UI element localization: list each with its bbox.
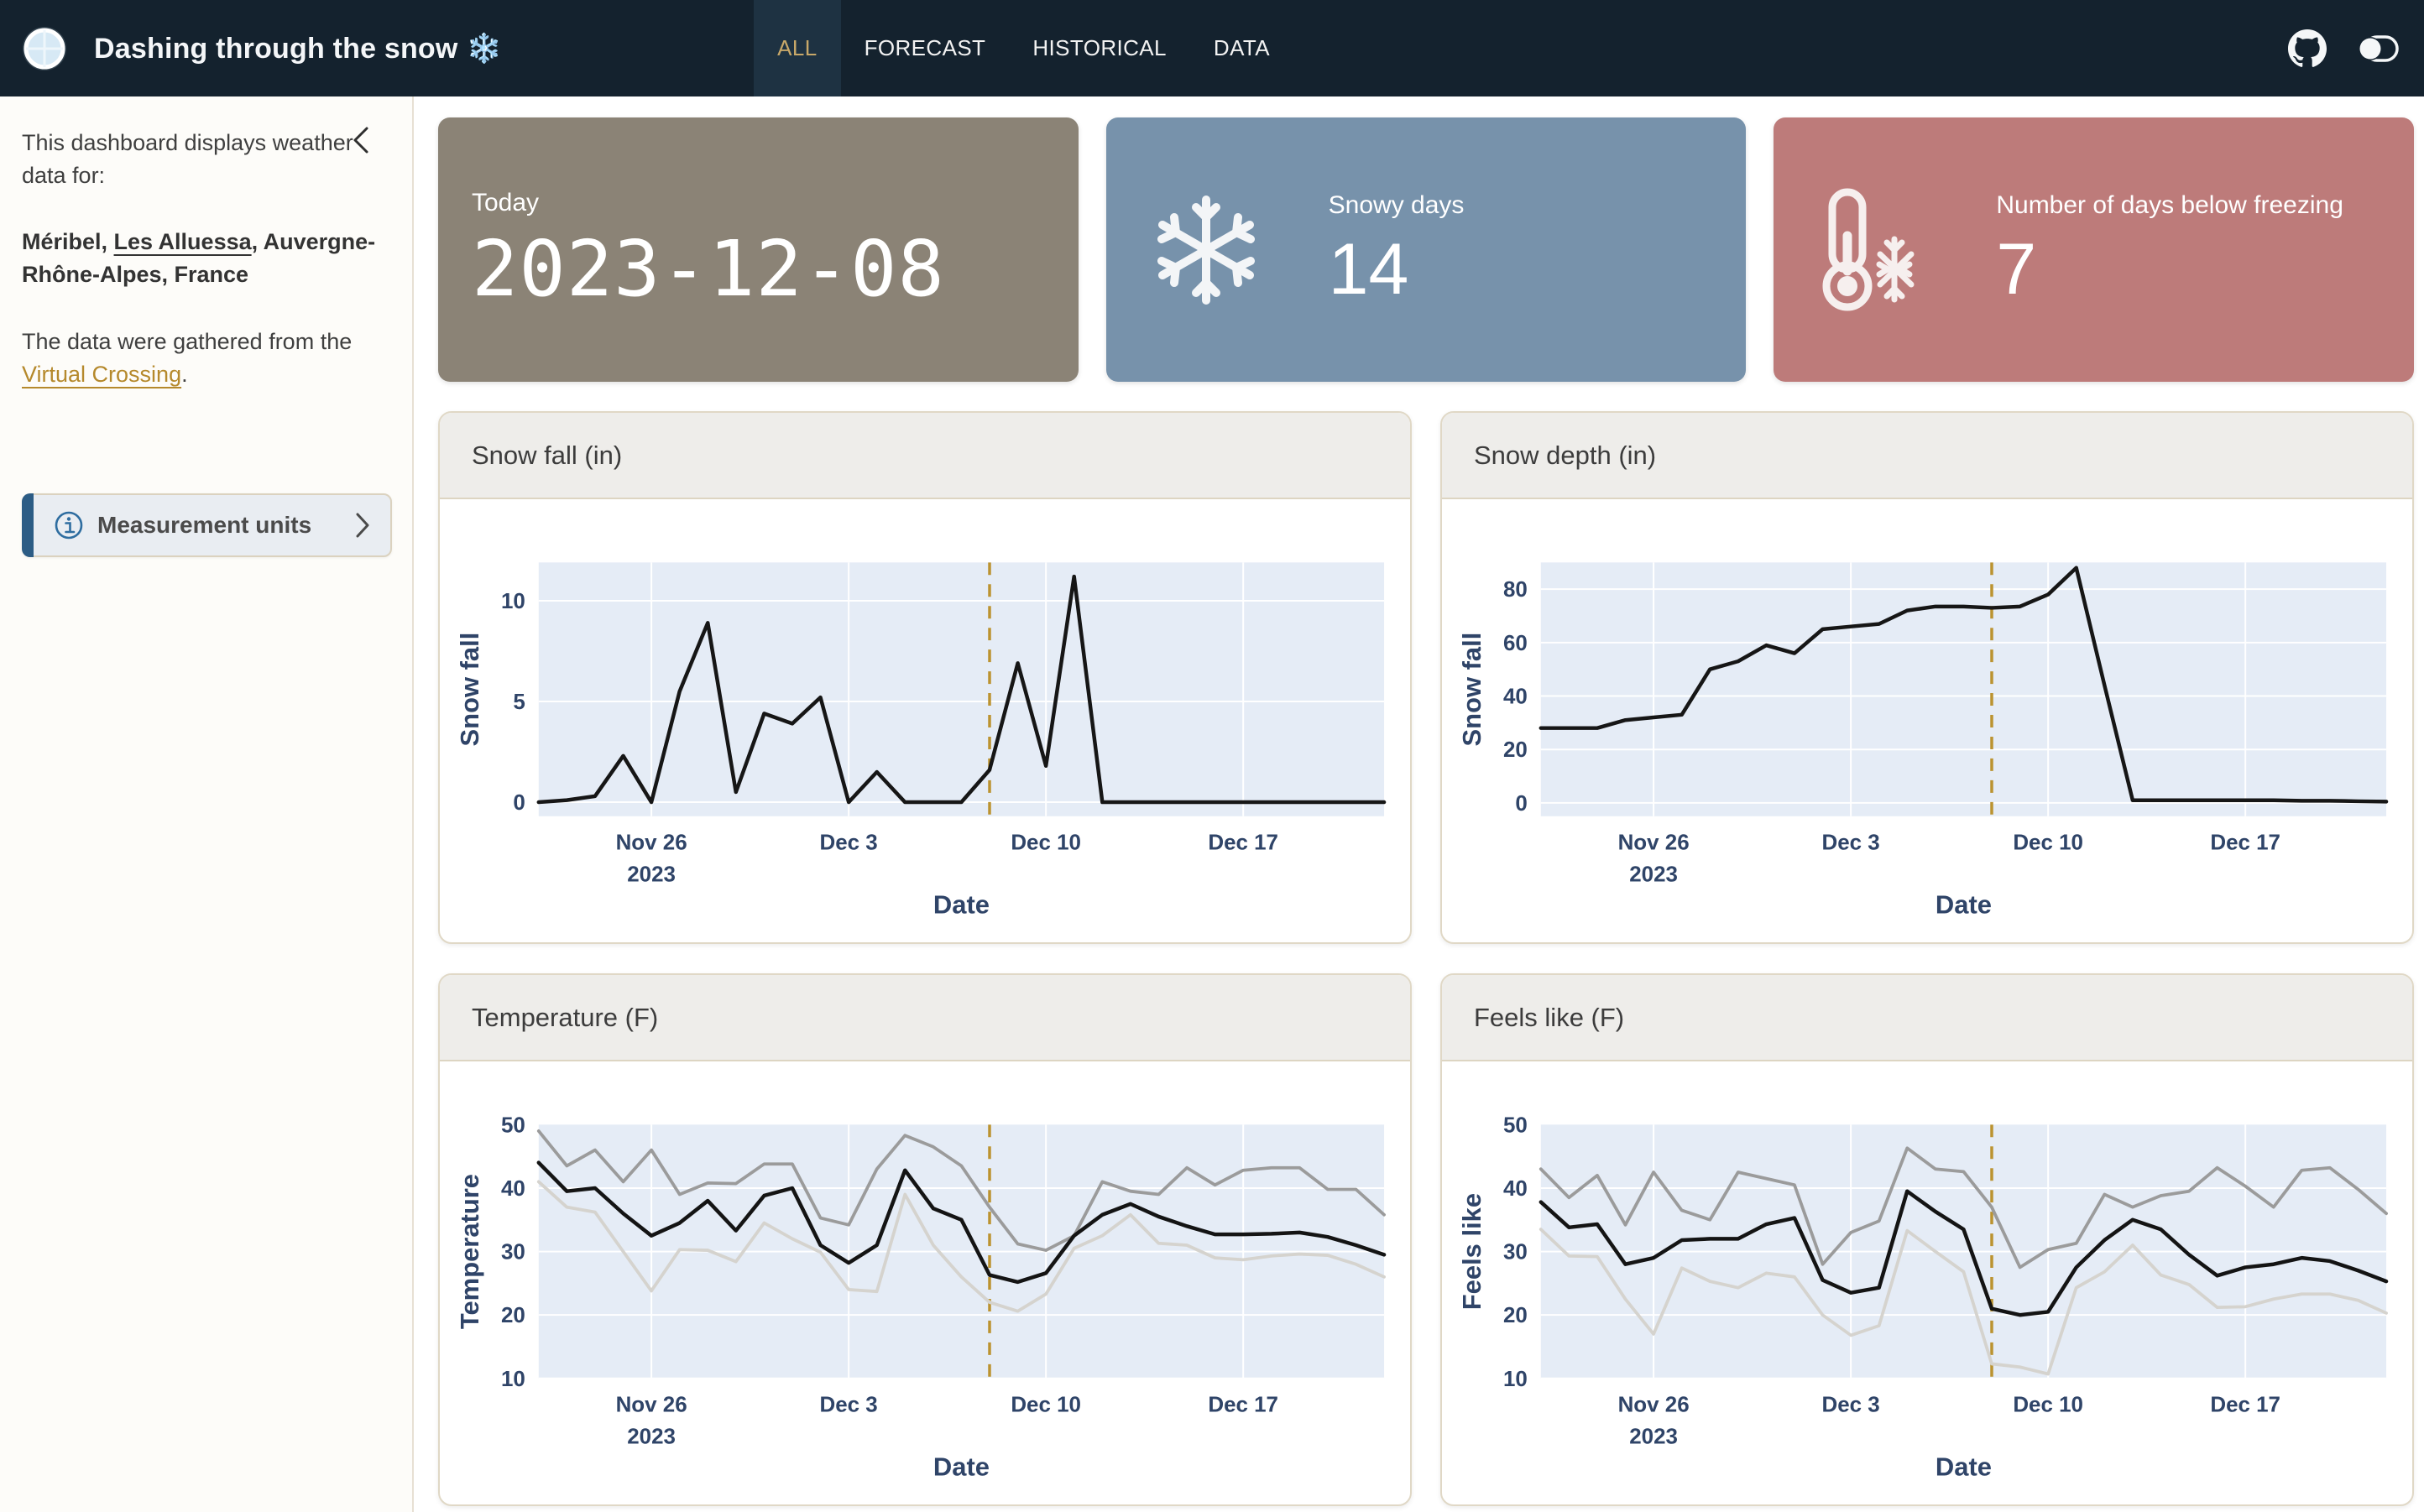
svg-text:Nov 26: Nov 26 bbox=[616, 832, 687, 855]
days-below-freezing-value: 7 bbox=[1996, 229, 2037, 310]
tab-historical[interactable]: HISTORICAL bbox=[1032, 35, 1167, 60]
chart-title: Snow depth (in) bbox=[1474, 440, 1657, 470]
app-title: Dashing through the snow ❄️ bbox=[94, 32, 503, 65]
sidebar-intro-text: This dashboard displays weather data for… bbox=[22, 130, 353, 189]
svg-text:40: 40 bbox=[1503, 1177, 1528, 1201]
svg-text:80: 80 bbox=[1503, 578, 1528, 602]
accent-bar bbox=[22, 493, 34, 557]
days-below-freezing-label: Number of days below freezing bbox=[1996, 191, 2343, 220]
svg-text:Dec 10: Dec 10 bbox=[1011, 832, 1081, 855]
svg-text:Dec 17: Dec 17 bbox=[2210, 1394, 2280, 1417]
svg-text:10: 10 bbox=[501, 1368, 525, 1391]
svg-text:10: 10 bbox=[1503, 1368, 1528, 1391]
location-link[interactable]: Les Alluessa bbox=[113, 229, 252, 255]
chart-header: Temperature (F) bbox=[440, 975, 1410, 1061]
stat-card-days-below-freezing: Number of days below freezing 7 bbox=[1774, 117, 2415, 382]
chart-header: Feels like (F) bbox=[1442, 975, 2412, 1061]
svg-text:Dec 17: Dec 17 bbox=[1208, 832, 1278, 855]
tab-forecast[interactable]: FORECAST bbox=[864, 35, 986, 60]
measurement-units-label: Measurement units bbox=[97, 511, 312, 538]
svg-text:50: 50 bbox=[501, 1113, 525, 1137]
sidebar-location-text: Méribel, Les Alluessa, Auvergne-Rhône-Al… bbox=[22, 229, 376, 288]
virtual-crossing-link[interactable]: Virtual Crossing bbox=[22, 361, 182, 387]
svg-text:40: 40 bbox=[1503, 686, 1528, 709]
svg-text:Dec 10: Dec 10 bbox=[2013, 1394, 2083, 1417]
svg-text:Dec 10: Dec 10 bbox=[2013, 832, 2083, 855]
svg-text:2023: 2023 bbox=[1629, 1426, 1678, 1449]
measurement-units-expander[interactable]: Measurement units bbox=[22, 493, 392, 557]
chart-title: Temperature (F) bbox=[472, 1002, 659, 1032]
svg-text:Feels like: Feels like bbox=[1457, 1193, 1486, 1310]
snow-fall-chart[interactable]: 0 5 10 Nov 26 2023 Dec 3 Dec 10 Dec 17 Date Snow … bbox=[440, 499, 1410, 942]
svg-text:30: 30 bbox=[1503, 1241, 1528, 1264]
svg-text:2023: 2023 bbox=[1629, 863, 1678, 887]
svg-text:20: 20 bbox=[1503, 738, 1528, 762]
chart-header: Snow depth (in) bbox=[1442, 413, 2412, 499]
chart-card-snow-depth: Snow depth (in) 0 20 40 60 80 Nov 26 2023 Dec 3… bbox=[1440, 411, 2414, 944]
svg-text:60: 60 bbox=[1503, 632, 1528, 655]
svg-text:Nov 26: Nov 26 bbox=[1618, 832, 1690, 855]
charts-grid: Snow fall (in) 0 5 10 Nov 26 2023 Dec 3 Dec 10… bbox=[438, 411, 2414, 1506]
feels-like-chart[interactable]: 10 20 30 40 50 Nov 26 2023 Dec 3 Dec 10 Dec 17 Dat… bbox=[1442, 1061, 2412, 1504]
svg-text:0: 0 bbox=[513, 791, 525, 815]
svg-text:Snow fall: Snow fall bbox=[1457, 633, 1486, 747]
svg-text:20: 20 bbox=[1503, 1304, 1528, 1327]
snowflake-emoji: ❄️ bbox=[466, 32, 503, 65]
svg-text:Date: Date bbox=[933, 890, 990, 920]
svg-text:50: 50 bbox=[1503, 1113, 1528, 1137]
chart-header: Snow fall (in) bbox=[440, 413, 1410, 499]
svg-text:Dec 3: Dec 3 bbox=[1822, 832, 1880, 855]
snowball-logo-icon bbox=[23, 26, 66, 70]
svg-text:Snow fall: Snow fall bbox=[455, 633, 484, 747]
svg-text:2023: 2023 bbox=[627, 863, 676, 887]
snowy-days-value: 14 bbox=[1328, 229, 1409, 310]
chart-card-feels-like: Feels like (F) 10 20 30 40 50 Nov 26 2023 Dec 3… bbox=[1440, 973, 2414, 1506]
snowy-days-label: Snowy days bbox=[1328, 191, 1465, 220]
chevron-right-icon bbox=[356, 513, 369, 538]
snowflake-icon bbox=[1157, 195, 1255, 305]
tab-data[interactable]: DATA bbox=[1213, 35, 1270, 60]
info-icon bbox=[55, 511, 83, 540]
svg-text:Dec 3: Dec 3 bbox=[820, 832, 878, 855]
svg-text:2023: 2023 bbox=[627, 1426, 676, 1449]
nav-tabs: ALL FORECAST HISTORICAL DATA bbox=[754, 0, 1293, 96]
svg-text:0: 0 bbox=[1515, 792, 1527, 816]
svg-text:5: 5 bbox=[513, 691, 525, 714]
svg-text:Dec 17: Dec 17 bbox=[2210, 832, 2280, 855]
today-value: 2023-12-08 bbox=[472, 224, 945, 315]
sidebar-collapse-icon[interactable] bbox=[348, 123, 374, 157]
temperature-chart[interactable]: 10 20 30 40 50 Nov 26 2023 Dec 3 Dec 10 Dec 17 Dat… bbox=[440, 1061, 1410, 1504]
svg-text:Dec 10: Dec 10 bbox=[1011, 1394, 1081, 1417]
svg-text:30: 30 bbox=[501, 1241, 525, 1264]
svg-text:Dec 3: Dec 3 bbox=[1822, 1394, 1880, 1417]
theme-toggle-icon[interactable] bbox=[2357, 34, 2399, 64]
navbar: Dashing through the snow ❄️ ALL FORECAST … bbox=[0, 0, 2424, 96]
sidebar: This dashboard displays weather data for… bbox=[0, 96, 414, 1512]
svg-text:Dec 17: Dec 17 bbox=[1208, 1394, 1278, 1417]
snow-depth-chart[interactable]: 0 20 40 60 80 Nov 26 2023 Dec 3 Dec 10 Dec 17 Date… bbox=[1442, 499, 2412, 942]
svg-text:Date: Date bbox=[1936, 890, 1992, 920]
stat-card-snowy-days: Snowy days 14 bbox=[1105, 117, 1747, 382]
stat-card-today: Today 2023-12-08 bbox=[438, 117, 1079, 382]
today-label: Today bbox=[472, 189, 540, 217]
sidebar-source-text: The data were gathered from the Virtual … bbox=[22, 328, 353, 387]
svg-text:10: 10 bbox=[501, 590, 525, 613]
chart-card-snow-fall: Snow fall (in) 0 5 10 Nov 26 2023 Dec 3 Dec 10… bbox=[438, 411, 1412, 944]
svg-text:20: 20 bbox=[501, 1304, 525, 1327]
svg-text:Temperature: Temperature bbox=[455, 1174, 484, 1329]
thermometer-snowflake-icon bbox=[1822, 188, 1915, 310]
chart-title: Snow fall (in) bbox=[472, 440, 623, 470]
svg-text:Nov 26: Nov 26 bbox=[1618, 1394, 1690, 1417]
svg-text:40: 40 bbox=[501, 1177, 525, 1201]
app-logo bbox=[22, 26, 67, 71]
svg-text:Nov 26: Nov 26 bbox=[616, 1394, 687, 1417]
github-icon[interactable] bbox=[2288, 29, 2327, 68]
chart-title: Feels like (F) bbox=[1474, 1002, 1625, 1032]
tab-all[interactable]: ALL bbox=[754, 0, 841, 96]
svg-text:Dec 3: Dec 3 bbox=[820, 1394, 878, 1417]
chart-card-temperature: Temperature (F) 10 20 30 40 50 Nov 26 2023 Dec … bbox=[438, 973, 1412, 1506]
svg-text:Date: Date bbox=[933, 1452, 990, 1482]
stat-cards-row: Today 2023-12-08 Snowy days bbox=[438, 117, 2415, 382]
svg-text:Date: Date bbox=[1936, 1452, 1992, 1482]
